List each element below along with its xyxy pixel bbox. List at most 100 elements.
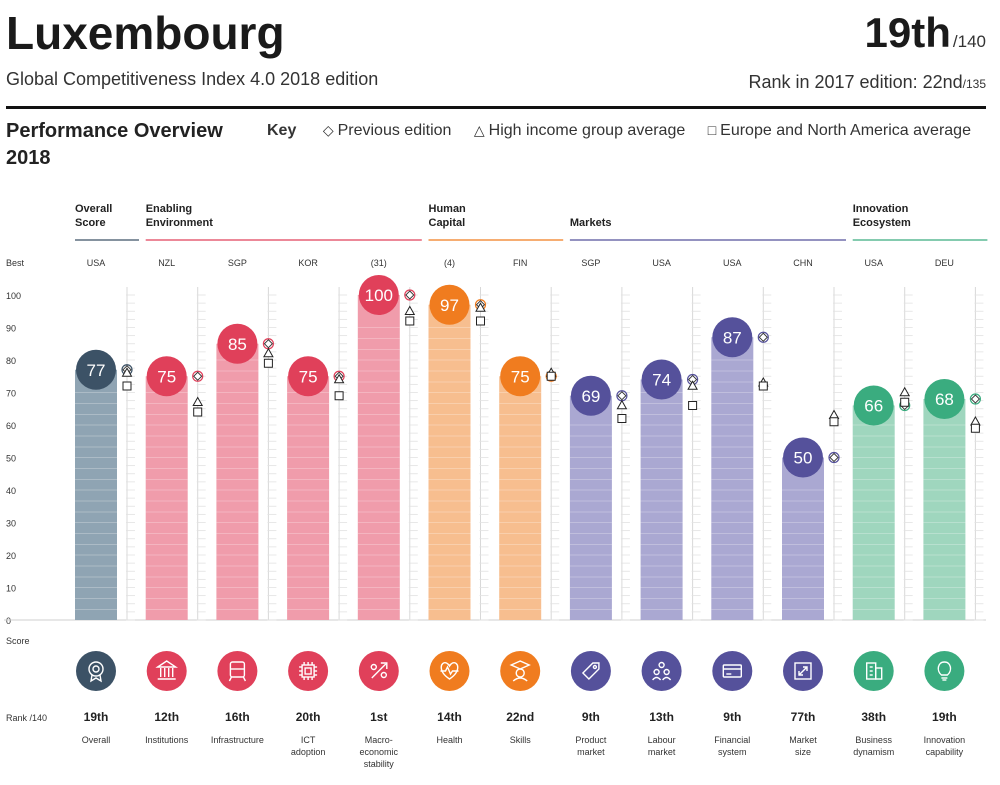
square-icon: □: [707, 122, 717, 138]
best-performer-label: NZL: [158, 258, 175, 268]
pillar-column: (31) 100 1st Macro-economic stability: [357, 258, 418, 769]
expand-icon-stroke: [798, 666, 808, 676]
score-value-label: 87: [723, 328, 742, 347]
pillar-name-label: Macro-: [365, 735, 393, 745]
expand-icon-stroke: [798, 671, 803, 676]
europe-na-marker: [900, 397, 910, 407]
pillar-column: KOR 75 20th ICT adoption: [287, 258, 348, 757]
best-performer-label: (4): [444, 258, 455, 268]
score-value-label: 75: [299, 367, 318, 386]
score-bar: [782, 457, 824, 620]
pillar-name-label: Labour: [648, 735, 676, 745]
medal-icon-stroke: [92, 665, 100, 673]
pillar-name-label: Infrastructure: [211, 735, 264, 745]
medal-icon: [76, 651, 116, 691]
pillar-column: USA 74 13th Labour market: [640, 258, 701, 757]
y-tick-label: 90: [6, 324, 16, 334]
y-tick-label: 30: [6, 519, 16, 529]
best-performer-label: USA: [723, 258, 742, 268]
previous-edition-diamond: [970, 394, 981, 404]
previous-edition-marker: [828, 451, 840, 464]
europe-na-marker: [476, 316, 485, 326]
y-tick-label: 10: [6, 584, 16, 594]
score-bubble: [853, 385, 894, 426]
previous-edition-diamond: [405, 290, 415, 300]
previous-edition-diamond: [193, 371, 203, 381]
rank-value: 19th: [864, 9, 951, 56]
chip-icon: [288, 651, 329, 691]
people-icon-stroke: [652, 676, 662, 681]
people-icon-stroke: [658, 661, 665, 669]
high-income-marker: [333, 373, 345, 384]
high-income-marker: [404, 305, 416, 315]
building-icon-glyph: [866, 662, 883, 680]
europe-na-marker: [193, 407, 203, 417]
graduate-icon-stroke: [512, 677, 528, 682]
score-value-label: 68: [935, 390, 954, 409]
score-bar: [145, 376, 188, 620]
best-performer-label: USA: [652, 258, 671, 268]
pillar-rank-label: 14th: [437, 710, 462, 724]
card-icon: [712, 651, 753, 691]
best-performer-label: DEU: [935, 258, 954, 268]
y-tick-label: 60: [6, 421, 16, 431]
best-row-label: Best: [6, 258, 25, 268]
score-row-label: Score: [6, 636, 30, 646]
high-income-marker: [263, 347, 274, 358]
triangle-icon: △: [473, 122, 485, 138]
score-value-label: 66: [864, 397, 883, 416]
score-value-label: 85: [228, 335, 247, 354]
europe-na-marker: [688, 401, 698, 410]
medal-icon-stroke: [90, 674, 102, 683]
best-performer-label: (31): [371, 258, 387, 268]
europe-na-marker: [829, 417, 839, 427]
pillar-name-label: size: [795, 747, 811, 757]
key-europe-na: □ Europe and North America average: [708, 122, 971, 139]
group-header-label: Capital: [429, 217, 466, 229]
pillar-name-label: economic: [360, 747, 399, 757]
key-previous-edition: ◇ Previous edition: [323, 122, 452, 139]
train-icon-stroke: [242, 676, 247, 682]
country-title: Luxembourg: [6, 7, 285, 59]
score-bubble: [76, 349, 116, 390]
pillar-rank-label: 22nd: [506, 710, 534, 724]
pillar-name-label: market: [577, 747, 605, 757]
best-performer-label: USA: [87, 258, 106, 268]
pillar-name-label: dynamism: [853, 747, 894, 757]
expand-icon-glyph: [794, 662, 812, 680]
pillar-name-label: Product: [575, 735, 607, 745]
performance-overview-title: Performance Overview 2018: [6, 118, 256, 172]
pillar-rank-label: 19th: [932, 710, 957, 724]
europe-na-marker: [334, 391, 344, 401]
people-icon-stroke: [653, 668, 660, 676]
group-header-label: Human: [429, 203, 467, 215]
lightbulb-icon-stroke: [937, 661, 952, 676]
pillar-rank-label: 9th: [723, 710, 741, 724]
legend-key: Key ◇ Previous edition △ High income group…: [267, 122, 971, 140]
overall-rank: 19th/140: [865, 6, 986, 70]
pillar-rank-label: 20th: [296, 710, 321, 724]
group-header-label: Environment: [146, 217, 214, 229]
percent-icon-stroke: [371, 663, 387, 679]
score-value-label: 75: [511, 367, 530, 386]
heart-icon-glyph: [440, 662, 459, 680]
medal-icon-stroke: [88, 661, 104, 677]
pillar-name-label: system: [718, 747, 747, 757]
people-icon: [641, 651, 682, 691]
graduate-icon-glyph: [509, 660, 531, 682]
europe-na-marker: [758, 381, 768, 391]
pillar-column: DEU 68 19th Innovation capability: [923, 258, 984, 757]
pillar-name-label: market: [648, 747, 676, 757]
high-income-marker: [121, 367, 133, 377]
score-value-label: 77: [87, 361, 106, 380]
people-icon-glyph: [652, 661, 672, 681]
high-income-marker: [616, 399, 628, 410]
percent-icon-glyph: [370, 662, 388, 679]
pillar-rank-label: 13th: [649, 710, 674, 724]
score-value-label: 100: [365, 286, 393, 305]
pillar-name-label: stability: [364, 759, 395, 769]
performance-overview-line1: Performance Overview: [6, 120, 223, 142]
header-divider: [6, 106, 986, 109]
previous-edition-diamond: [758, 332, 768, 342]
best-performer-label: FIN: [513, 258, 528, 268]
